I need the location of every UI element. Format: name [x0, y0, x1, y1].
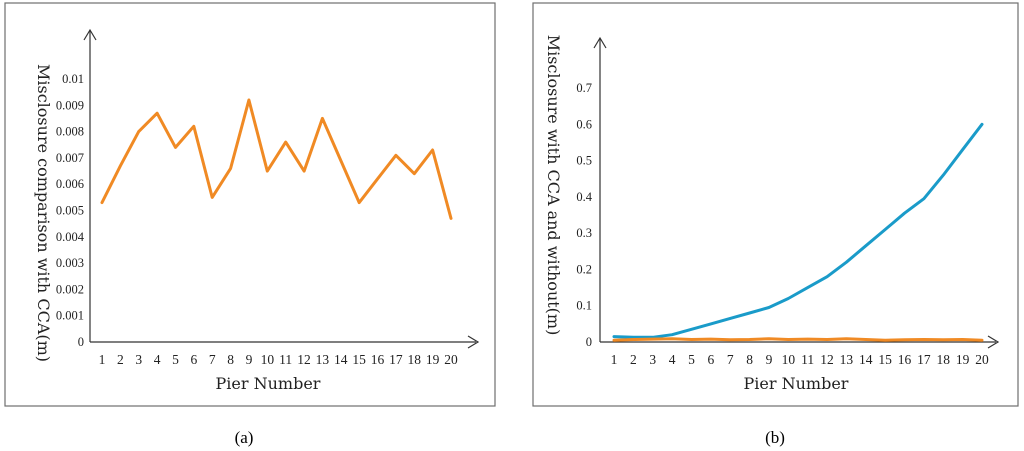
y-tick-label: 0	[78, 335, 84, 349]
x-tick-label: 5	[172, 352, 179, 367]
y-tick-label: 0.01	[62, 72, 84, 86]
y-tick-label: 0.005	[56, 204, 84, 218]
y-tick-label: 0.006	[56, 177, 84, 191]
x-tick-label: 20	[975, 352, 989, 367]
x-tick-label: 8	[227, 352, 234, 367]
chart-a: Misclosure comparison with CCA(m) Pier N…	[34, 28, 480, 393]
chart-b: Misclosure with CCA and without(m) Pier …	[544, 35, 1000, 393]
x-tick-label: 18	[408, 352, 422, 367]
y-tick-label: 0.007	[56, 151, 84, 165]
x-tick-label: 19	[956, 352, 970, 367]
x-tick-label: 12	[297, 352, 311, 367]
x-tick-label: 8	[746, 352, 753, 367]
y-axis-arrow-a	[83, 28, 97, 41]
panel-label-a: (a)	[235, 428, 254, 447]
x-tick-label: 4	[154, 352, 161, 367]
x-tick-label: 2	[117, 352, 124, 367]
y-axis-arrow-b	[593, 36, 607, 49]
x-tick-label: 19	[426, 352, 440, 367]
x-tick-label: 4	[669, 352, 676, 367]
x-tick-label: 16	[371, 352, 385, 367]
x-tick-label: 11	[279, 352, 292, 367]
series-line-1	[612, 122, 984, 339]
y-tick-label: 0.003	[56, 256, 84, 270]
x-tick-label: 17	[389, 352, 403, 367]
x-tick-label: 3	[649, 352, 656, 367]
x-tick-label: 1	[611, 352, 618, 367]
x-tick-label: 14	[859, 352, 873, 367]
x-tick-label: 10	[261, 352, 275, 367]
y-tick-label: 0.004	[56, 230, 85, 244]
y-tick-label: 0.2	[576, 262, 592, 276]
x-axis-arrow-b	[987, 335, 1000, 349]
x-tick-label: 20	[444, 352, 458, 367]
x-tick-label: 2	[630, 352, 637, 367]
x-tick-label: 17	[917, 352, 931, 367]
x-tick-label: 5	[688, 352, 695, 367]
x-tick-label: 7	[727, 352, 734, 367]
x-tick-label: 11	[801, 352, 814, 367]
x-tick-label: 15	[352, 352, 366, 367]
x-tick-label: 9	[766, 352, 773, 367]
series-line-1	[100, 98, 453, 220]
y-tick-label: 0.1	[576, 299, 592, 313]
x-tick-label: 15	[878, 352, 892, 367]
x-axis-arrow-a	[467, 335, 480, 349]
x-axis-label-a: Pier Number	[216, 374, 321, 393]
x-tick-label: 10	[782, 352, 796, 367]
y-tick-label: 0.5	[576, 154, 592, 168]
x-tick-label: 9	[246, 352, 253, 367]
x-tick-label: 7	[209, 352, 216, 367]
y-tick-label: 0.3	[576, 226, 592, 240]
x-tick-label: 13	[316, 352, 330, 367]
x-tick-label: 1	[99, 352, 106, 367]
panel-a-frame	[4, 2, 496, 407]
x-tick-label: 18	[937, 352, 951, 367]
panel-label-b: (b)	[765, 428, 785, 447]
x-tick-label: 3	[135, 352, 142, 367]
y-tick-label: 0	[586, 335, 592, 349]
y-axis-label-a: Misclosure comparison with CCA(m)	[34, 64, 53, 362]
x-tick-label: 16	[898, 352, 912, 367]
x-tick-label: 12	[820, 352, 834, 367]
x-axis-label-b: Pier Number	[744, 374, 849, 393]
series-line-2	[612, 337, 984, 342]
y-tick-label: 0.009	[56, 98, 84, 112]
y-axis-label-b: Misclosure with CCA and without(m)	[544, 35, 563, 336]
x-tick-label: 14	[334, 352, 348, 367]
y-tick-label: 0.002	[56, 282, 84, 296]
x-tick-label: 6	[190, 352, 197, 367]
x-tick-label: 13	[840, 352, 854, 367]
y-tick-label: 0.6	[576, 117, 592, 131]
y-tick-label: 0.4	[576, 190, 592, 204]
x-tick-label: 6	[707, 352, 714, 367]
y-tick-label: 0.7	[576, 81, 592, 95]
y-tick-label: 0.001	[56, 309, 84, 323]
panel-b-frame	[532, 2, 1019, 407]
y-tick-label: 0.008	[56, 125, 84, 139]
